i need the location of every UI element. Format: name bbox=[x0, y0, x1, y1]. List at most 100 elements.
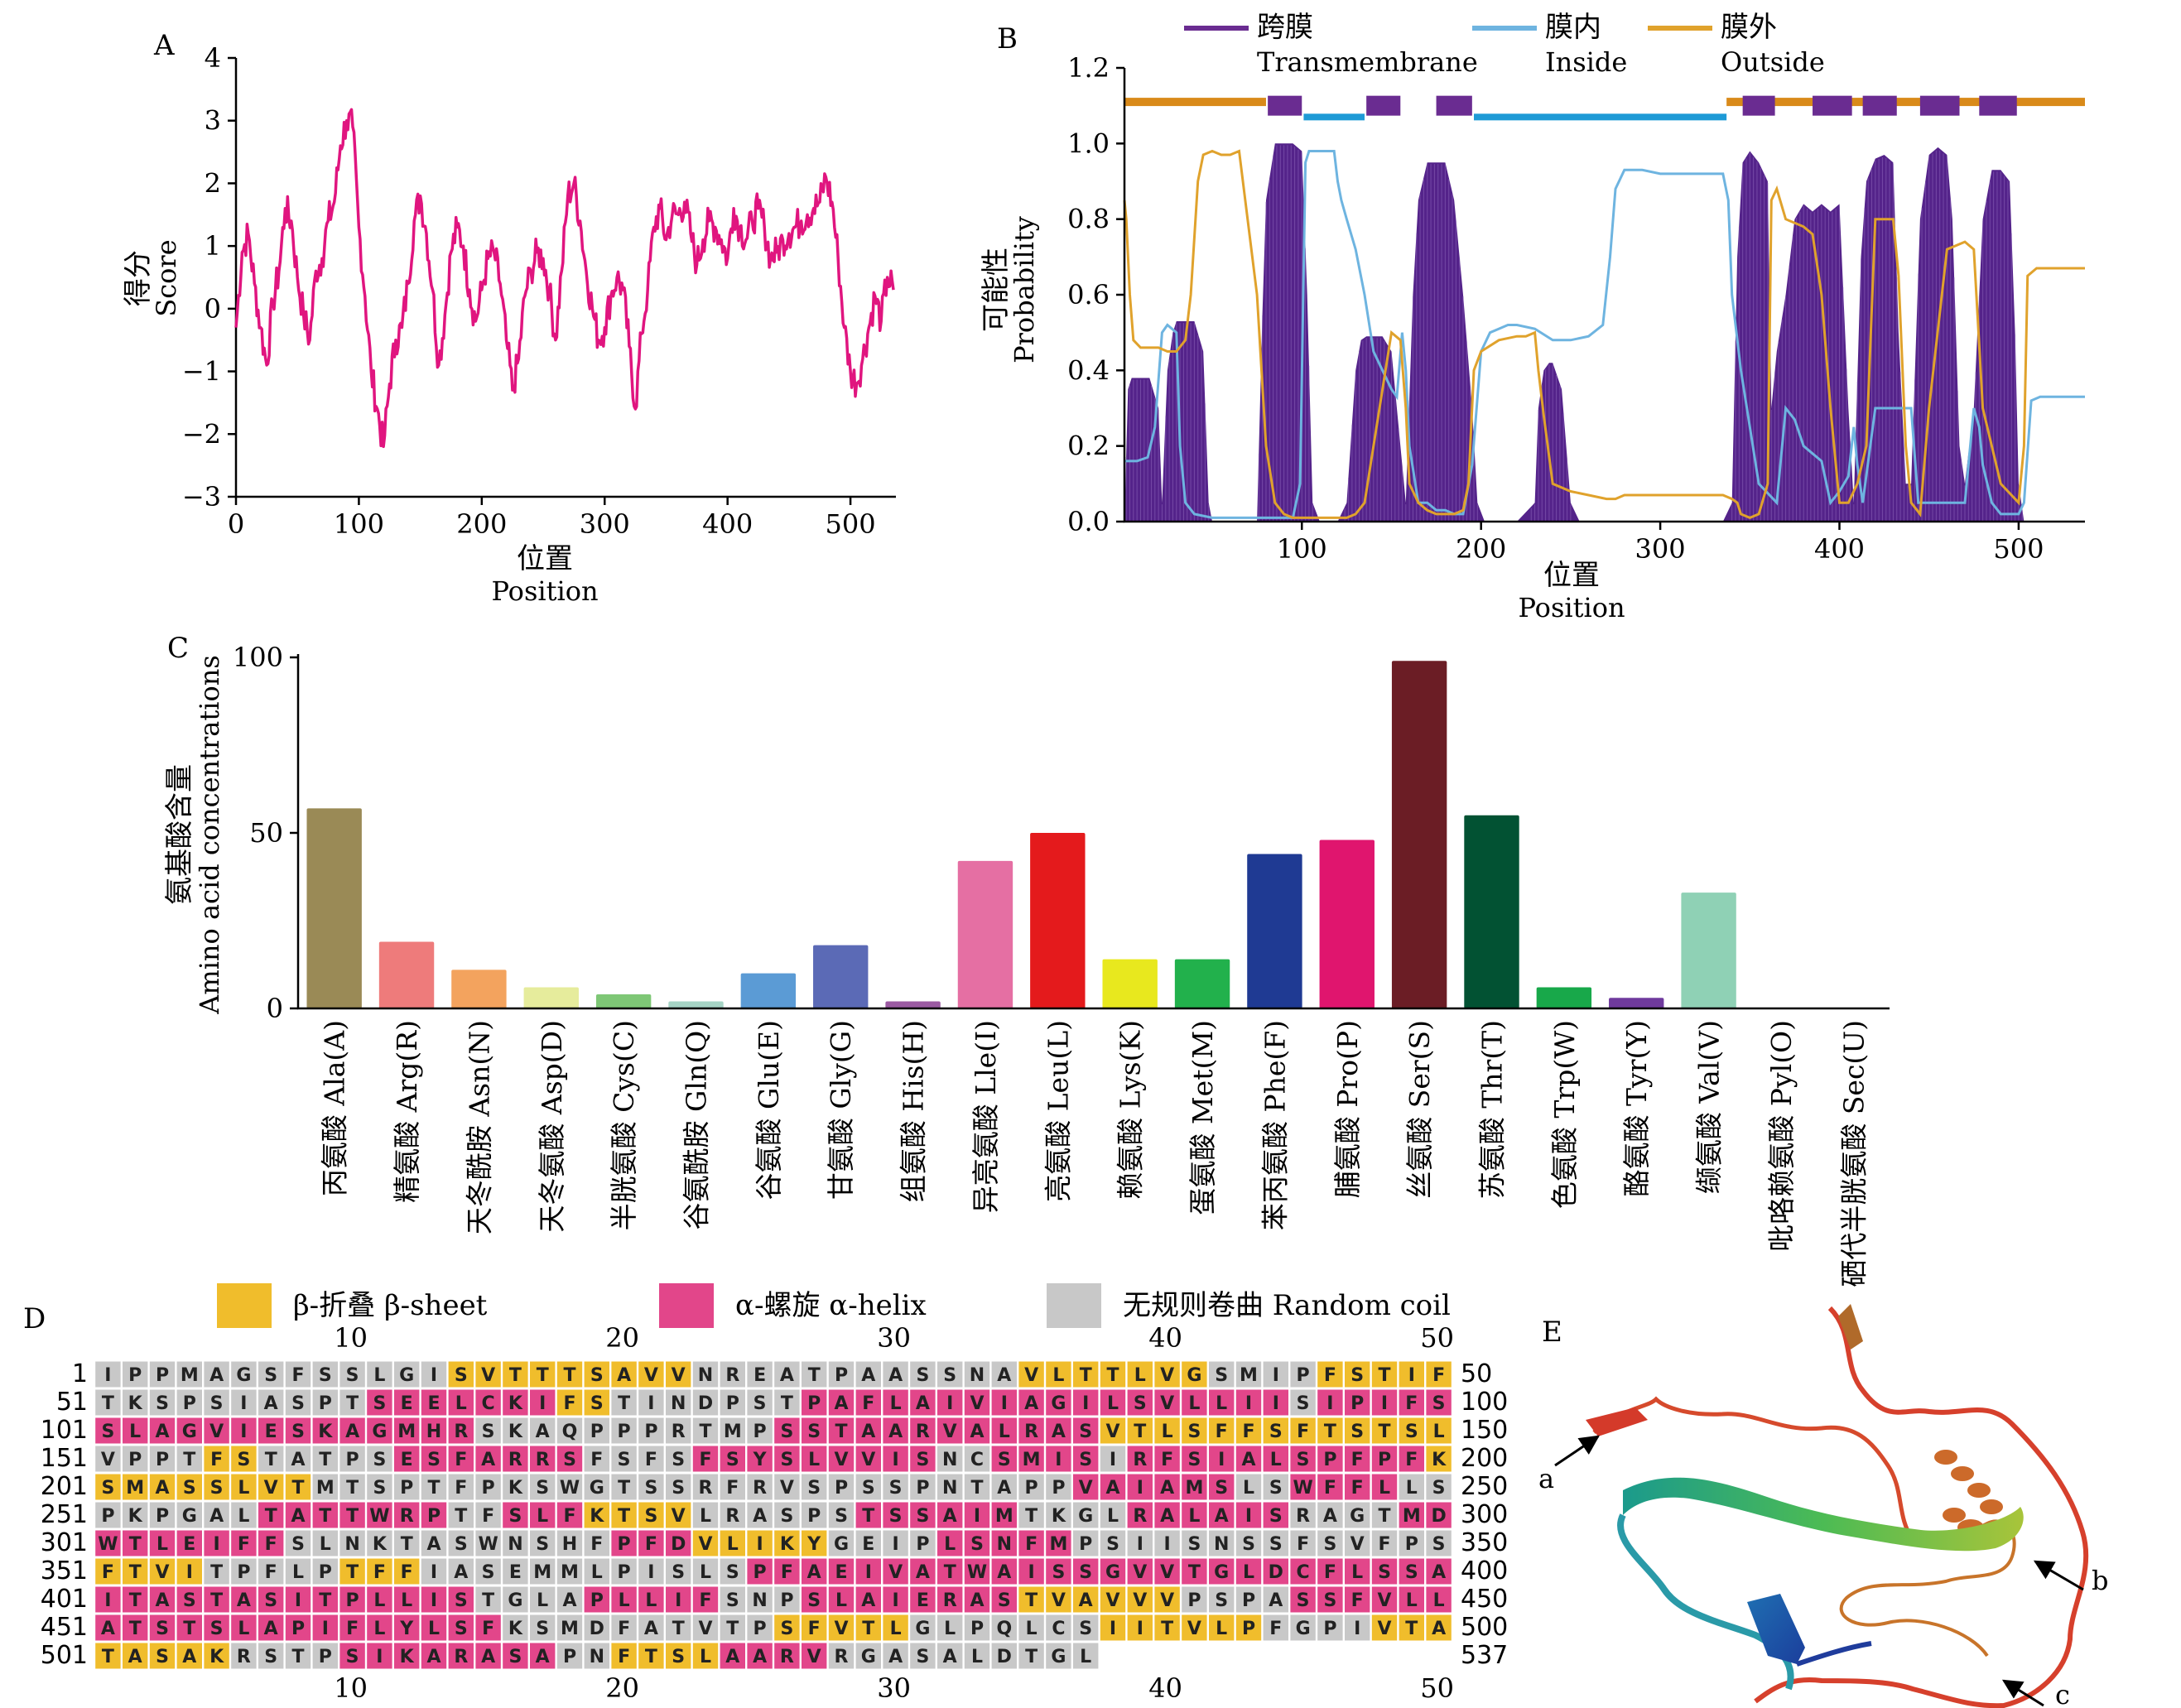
residue-letter: M bbox=[397, 1422, 416, 1442]
residue-letter: F bbox=[346, 1619, 359, 1639]
residue-letter: R bbox=[916, 1422, 930, 1442]
residue-cell bbox=[1209, 1361, 1235, 1388]
residue-cell bbox=[692, 1586, 719, 1613]
residue-cell bbox=[692, 1417, 719, 1444]
residue-cell bbox=[1399, 1474, 1424, 1500]
residue-letter: S bbox=[1269, 1478, 1283, 1499]
residue-cell bbox=[638, 1502, 664, 1528]
bar-6 bbox=[740, 973, 797, 1008]
residue-letter: L bbox=[129, 1422, 141, 1442]
ribbon-strand-blue bbox=[1747, 1594, 1805, 1664]
residue-letter: A bbox=[888, 1422, 903, 1442]
panel-c-ylabel-cn: 氨基酸含量 bbox=[163, 764, 196, 905]
residue-letter: I bbox=[757, 1534, 763, 1555]
residue-letter: M bbox=[181, 1365, 199, 1386]
residue-letter: P bbox=[319, 1562, 332, 1583]
residue-letter: W bbox=[1293, 1478, 1312, 1499]
transmembrane-area bbox=[1124, 143, 2085, 522]
residue-letter: S bbox=[1269, 1422, 1283, 1442]
residue-letter: T bbox=[1161, 1619, 1173, 1639]
residue-letter: F bbox=[781, 1562, 793, 1583]
residue-letter: K bbox=[128, 1393, 143, 1414]
residue-cell bbox=[584, 1446, 609, 1472]
bar-category-label: 丙氨酸 Ala(A) bbox=[319, 1020, 351, 1196]
row-start-index: 451 bbox=[41, 1613, 88, 1642]
residue-letter: T bbox=[1025, 1506, 1038, 1527]
residue-letter: L bbox=[1026, 1619, 1038, 1639]
residue-letter: S bbox=[753, 1393, 767, 1414]
panel-a-ytick-label: 3 bbox=[205, 105, 221, 137]
residue-letter: A bbox=[1241, 1450, 1255, 1470]
residue-cell bbox=[1154, 1558, 1180, 1585]
residue-letter: R bbox=[1024, 1422, 1038, 1442]
residue-cell bbox=[1127, 1614, 1153, 1641]
residue-letter: V bbox=[834, 1619, 848, 1639]
residue-letter: P bbox=[835, 1478, 848, 1499]
residue-cell bbox=[339, 1417, 365, 1444]
residue-cell bbox=[421, 1446, 447, 1472]
residue-cell bbox=[584, 1474, 609, 1500]
residue-letter: S bbox=[210, 1393, 224, 1414]
residue-letter: P bbox=[753, 1562, 767, 1583]
residue-cell bbox=[1426, 1558, 1452, 1585]
residue-cell bbox=[828, 1389, 855, 1416]
residue-letter: I bbox=[1381, 1393, 1388, 1414]
residue-letter: V bbox=[1133, 1562, 1147, 1583]
residue-cell bbox=[802, 1643, 827, 1669]
topology-tm-helix bbox=[1813, 95, 1852, 116]
residue-letter: V bbox=[698, 1619, 712, 1639]
row-start-index: 101 bbox=[41, 1416, 88, 1445]
residue-cell bbox=[1182, 1586, 1207, 1613]
residue-letter: P bbox=[1242, 1590, 1255, 1611]
panel-e-label: E bbox=[1542, 1316, 1562, 1349]
residue-cell bbox=[802, 1530, 827, 1556]
residue-cell bbox=[312, 1530, 338, 1556]
residue-letter: F bbox=[808, 1619, 821, 1639]
residue-cell bbox=[367, 1586, 392, 1613]
residue-letter: P bbox=[346, 1590, 359, 1611]
residue-letter: F bbox=[726, 1478, 739, 1499]
residue-cell bbox=[1154, 1389, 1180, 1416]
residue-cell bbox=[883, 1417, 908, 1444]
residue-cell bbox=[312, 1502, 338, 1528]
row-end-index: 300 bbox=[1461, 1500, 1508, 1529]
residue-letter: I bbox=[1082, 1393, 1089, 1414]
residue-letter: S bbox=[101, 1422, 114, 1442]
residue-cell bbox=[149, 1643, 176, 1669]
residue-letter: P bbox=[1378, 1450, 1391, 1470]
bar-1 bbox=[378, 941, 435, 1008]
residue-letter: L bbox=[1406, 1590, 1418, 1611]
residue-letter: R bbox=[237, 1647, 251, 1667]
residue-cell bbox=[123, 1361, 148, 1388]
panel-b-xtick-label: 100 bbox=[1277, 533, 1327, 565]
residue-cell bbox=[828, 1417, 855, 1444]
residue-cell bbox=[802, 1389, 827, 1416]
residue-letter: T bbox=[129, 1590, 142, 1611]
residue-letter: S bbox=[1187, 1422, 1201, 1442]
residue-cell bbox=[285, 1361, 311, 1388]
panel-b-ytick-label: 0.6 bbox=[1067, 279, 1110, 310]
residue-cell bbox=[1371, 1502, 1398, 1528]
residue-cell bbox=[692, 1643, 719, 1669]
panel-b-label: B bbox=[997, 22, 1018, 55]
residue-cell bbox=[883, 1389, 908, 1416]
residue-letter: Q bbox=[996, 1619, 1012, 1639]
residue-cell bbox=[638, 1474, 664, 1500]
residue-cell bbox=[123, 1417, 148, 1444]
residue-letter: P bbox=[916, 1534, 929, 1555]
residue-cell bbox=[1073, 1586, 1099, 1613]
residue-cell bbox=[176, 1614, 202, 1641]
panel-a-xtick-label: 400 bbox=[702, 508, 753, 540]
legend-label-cn: 跨膜 bbox=[1257, 11, 1313, 44]
residue-letter: L bbox=[238, 1619, 249, 1639]
panel-a-yticks: −3 −2 −1 0 1 2 3 4 bbox=[182, 42, 236, 512]
residue-cell bbox=[638, 1558, 664, 1585]
residue-letter: F bbox=[1161, 1450, 1173, 1470]
residue-letter: V bbox=[1105, 1422, 1119, 1442]
residue-cell bbox=[123, 1502, 148, 1528]
residue-cell bbox=[421, 1530, 447, 1556]
residue-letter: T bbox=[1378, 1422, 1390, 1442]
residue-letter: T bbox=[618, 1506, 630, 1527]
residue-cell bbox=[1235, 1389, 1262, 1416]
residue-cell bbox=[666, 1530, 691, 1556]
